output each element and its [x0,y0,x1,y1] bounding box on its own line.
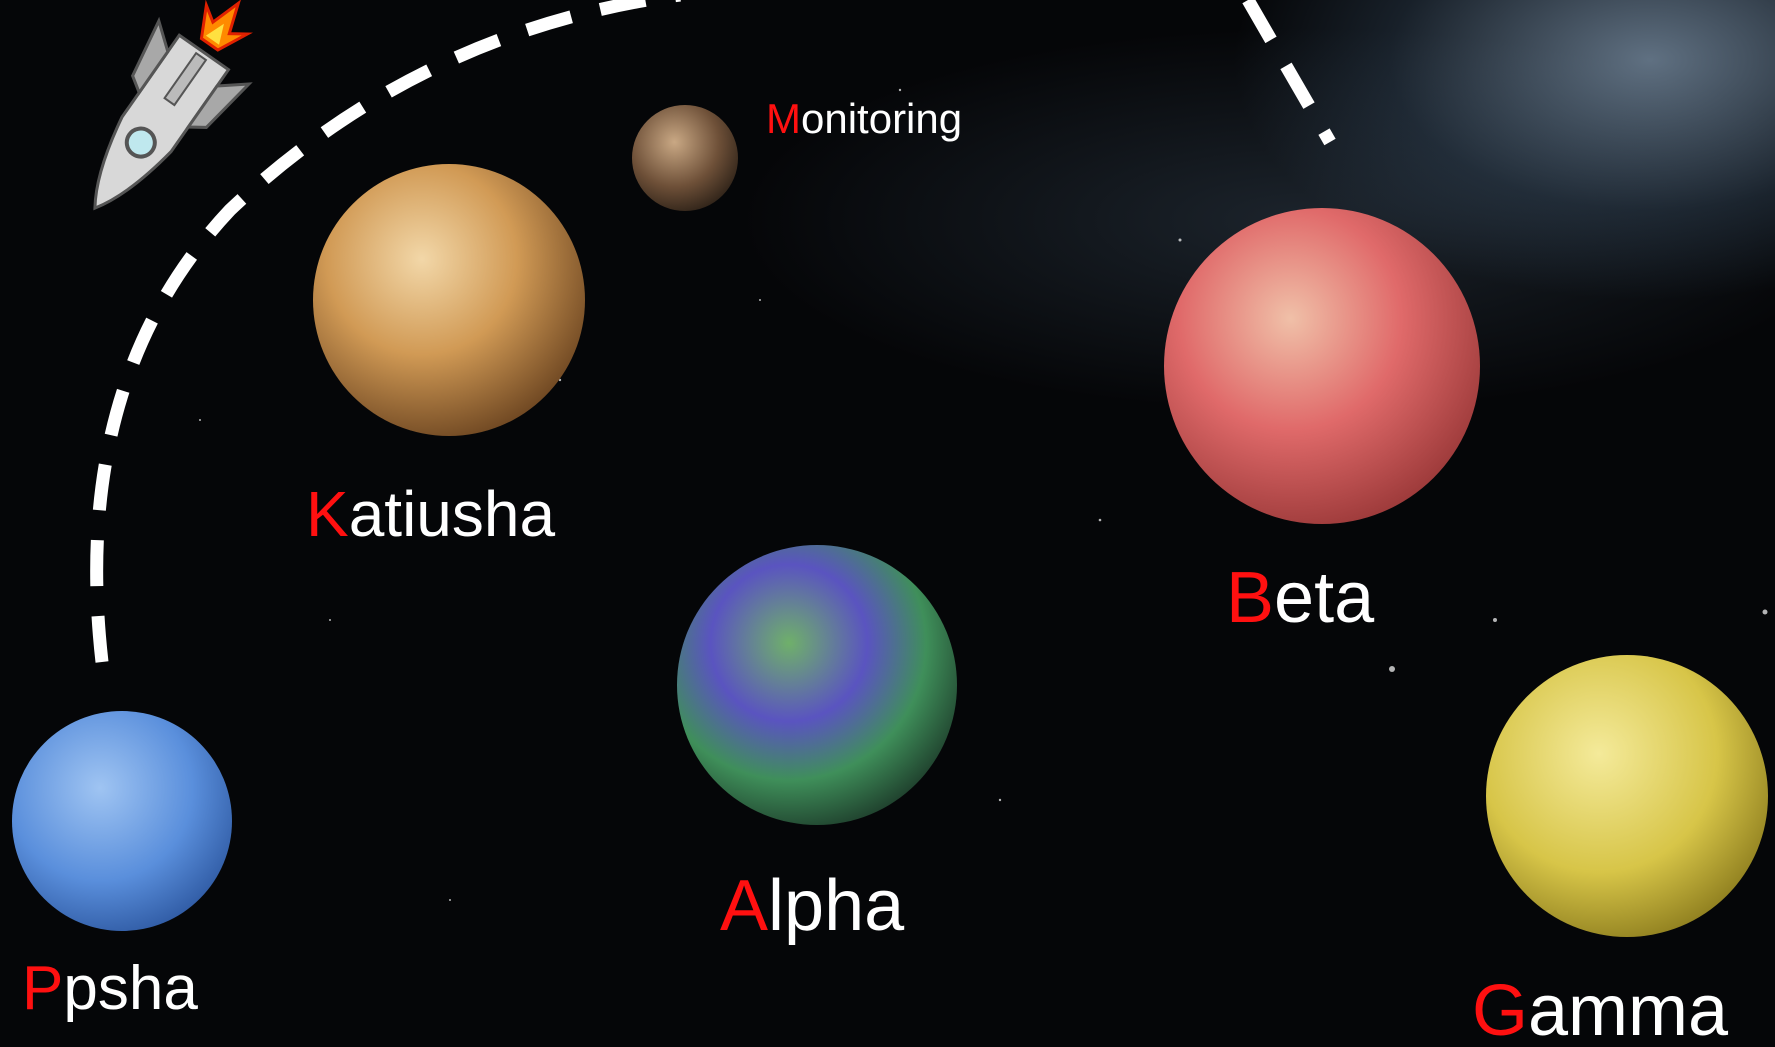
planet [12,711,232,931]
rocket [93,0,253,211]
stars [199,88,1768,901]
planet-label: Ppsha [22,954,198,1023]
planet [1486,655,1768,937]
trajectory [90,0,681,663]
planet [313,164,585,436]
planet [1164,208,1480,524]
planet-label: Katiusha [306,478,556,550]
trajectory [1242,0,1336,146]
planet [632,105,738,211]
planet-label: Alpha [720,866,905,946]
planet [677,545,957,825]
planet-label: Monitoring [766,95,963,142]
planet-label: Gamma [1472,971,1729,1047]
planet-label: Beta [1226,558,1375,638]
